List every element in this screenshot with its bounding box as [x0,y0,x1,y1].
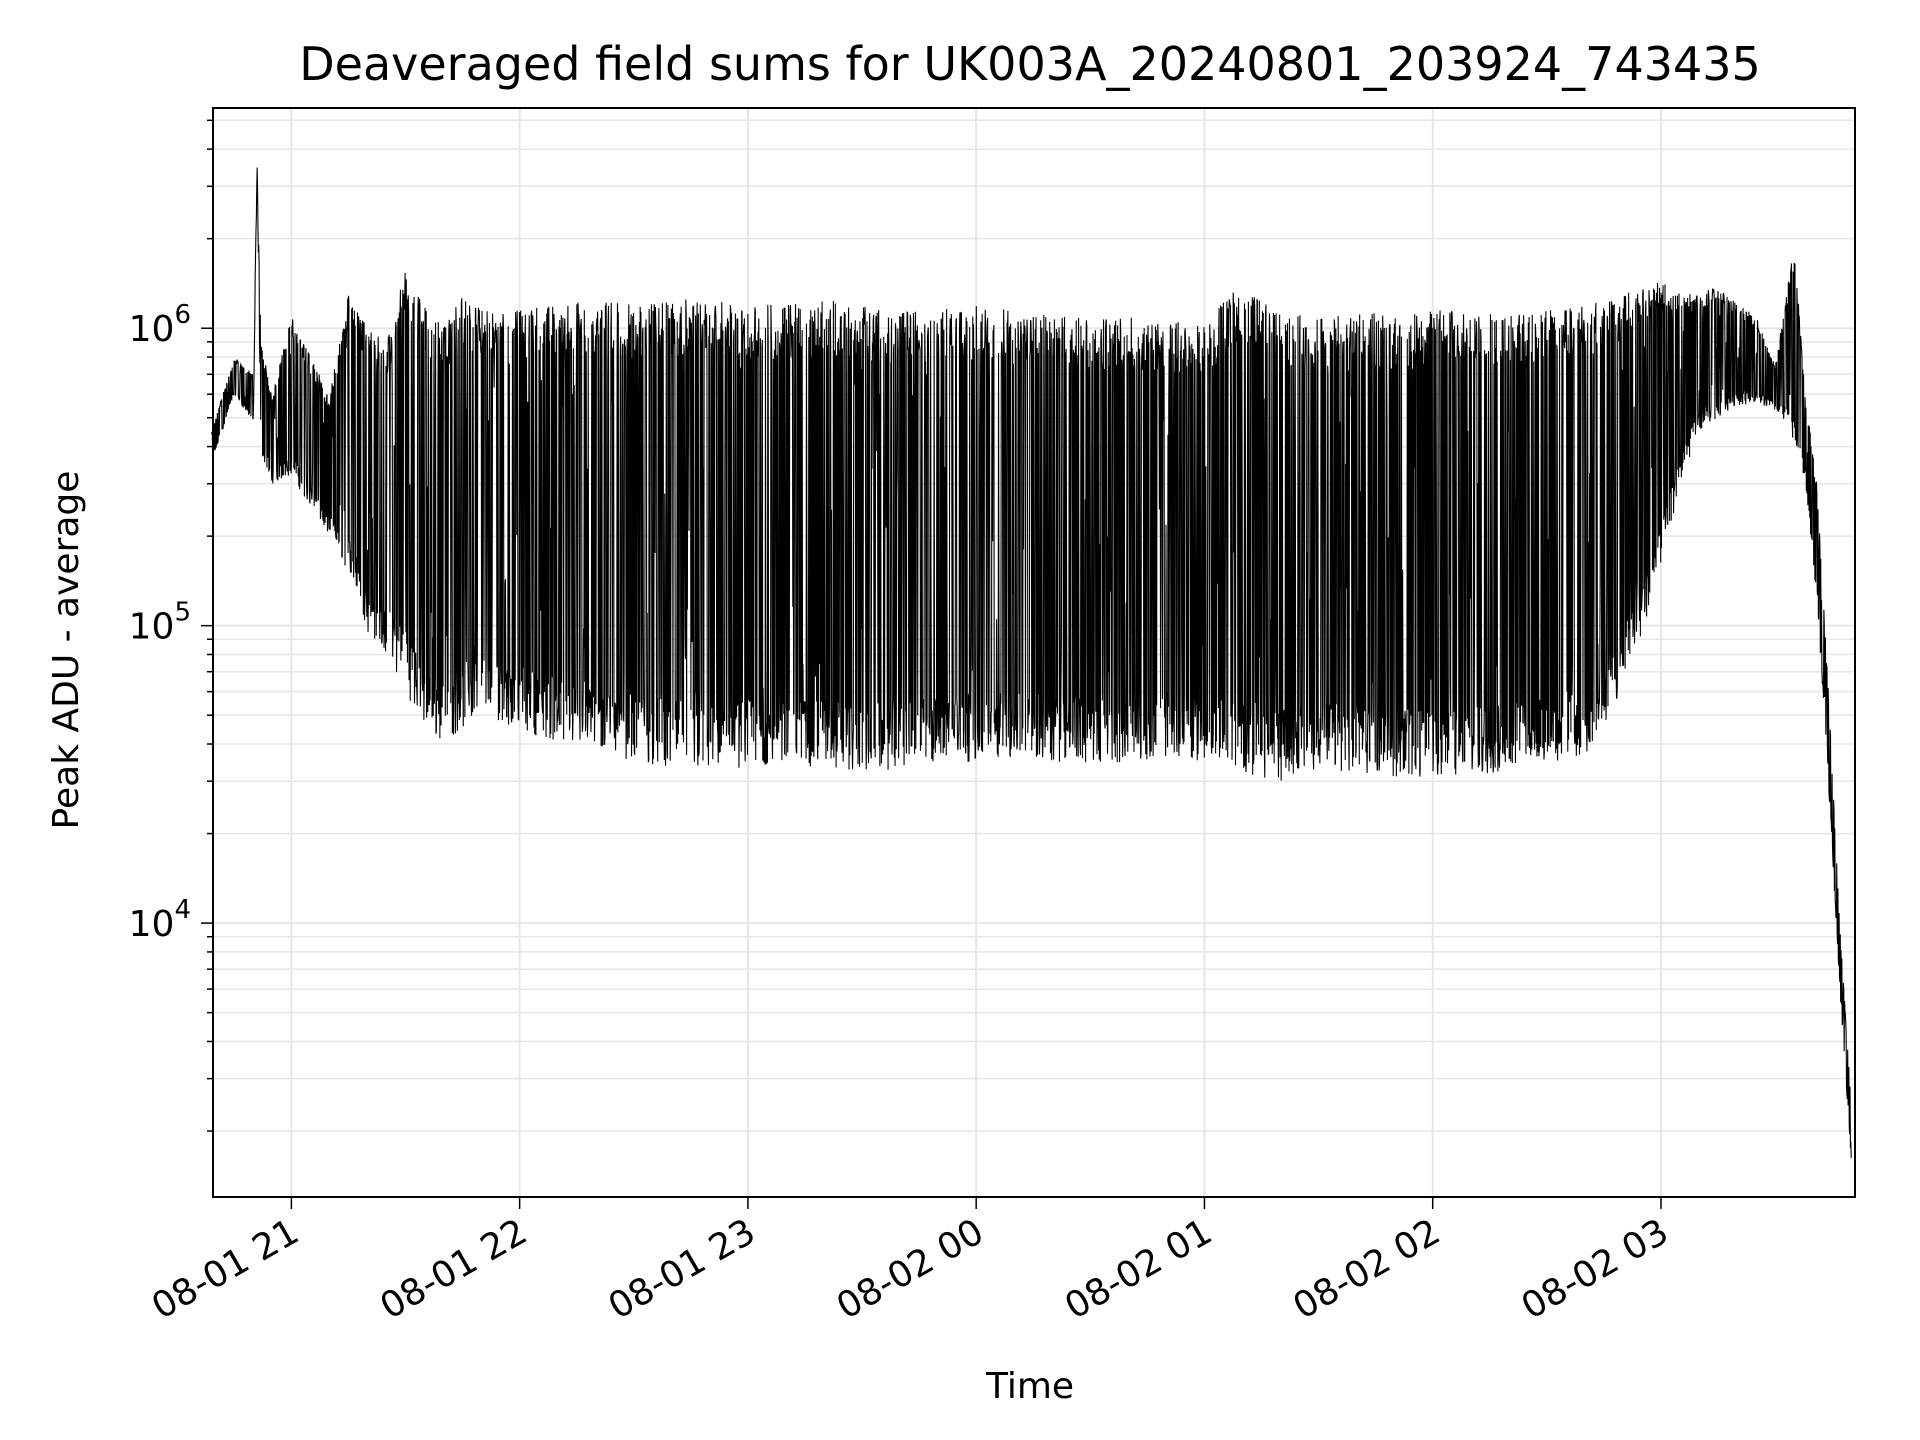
plot-area [210,167,1852,1158]
y-axis-label: Peak ADU - average [46,471,87,830]
y-tick-label: 106 [129,300,191,350]
y-axis: 104 105 106 [129,119,213,1132]
chart-title: Deaveraged field sums for UK003A_2024080… [299,37,1761,91]
plot-frame [212,107,1856,1198]
x-axis-label: Time [985,1366,1074,1407]
y-tick-label: 104 [129,895,191,945]
series-line [210,167,1852,1158]
y-tick-label: 105 [129,598,191,648]
